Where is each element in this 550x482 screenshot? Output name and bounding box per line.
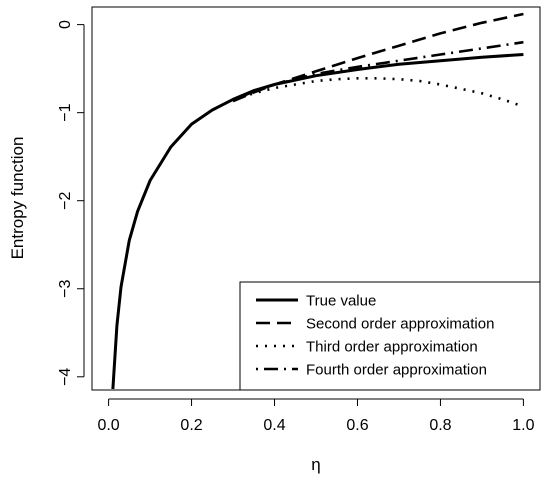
- y-tick-label: −4: [57, 368, 74, 386]
- y-tick-label: 0: [57, 20, 74, 29]
- x-tick-label: 0.8: [429, 417, 451, 434]
- x-tick-label: 0.2: [180, 417, 202, 434]
- series-line-4: [232, 40, 524, 102]
- x-tick-label: 1.0: [512, 417, 534, 434]
- legend-entries: True value Second order approximation Thir…: [256, 293, 494, 379]
- x-tick-label: 0.4: [263, 417, 285, 434]
- y-axis: 0 −1 −2 −3 −4: [57, 20, 85, 386]
- y-tick-label: −1: [57, 103, 74, 121]
- y-tick-label: −3: [57, 280, 74, 298]
- legend-label: Second order approximation: [306, 316, 494, 333]
- x-axis-title: η: [311, 455, 320, 474]
- legend: True value Second order approximation Thir…: [239, 281, 541, 391]
- x-tick-label: 0.0: [97, 417, 119, 434]
- x-axis: 0.0 0.2 0.4 0.6 0.8 1.0: [97, 398, 535, 434]
- series-line-1: [111, 53, 524, 389]
- legend-label: Fourth order approximation: [306, 362, 487, 379]
- y-axis-title: Entropy function: [8, 137, 27, 260]
- series-lines: [111, 12, 524, 389]
- legend-label: True value: [306, 293, 376, 310]
- y-tick-label: −2: [57, 191, 74, 209]
- x-tick-label: 0.6: [346, 417, 368, 434]
- legend-label: Third order approximation: [306, 339, 478, 356]
